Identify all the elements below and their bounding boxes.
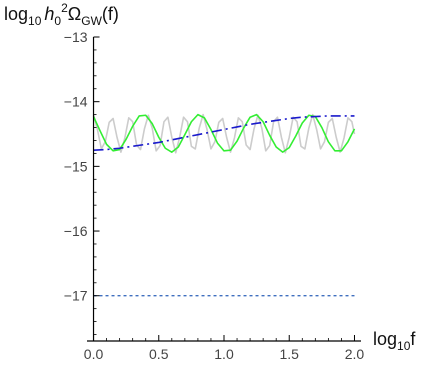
x-axis-title-log: log [373,329,397,349]
y-axis-title-h-sub: 0 [54,14,61,28]
y-axis-title-h: h [44,4,54,24]
ticks-layer: −13 −14 −15 −16 −17 0.0 0.5 1.0 1.5 2.0 [64,29,365,362]
series-layer [92,113,356,297]
x-tick-label: 1.5 [280,346,300,362]
axes-layer [87,37,361,342]
series-line-3 [93,115,355,151]
x-tick-label: 1.0 [214,346,234,362]
y-axis-title-h-sup: 2 [61,1,68,15]
y-tick-label: −13 [64,29,88,45]
y-tick-label: −14 [64,94,88,110]
y-axis-title-suffix: (f) [102,4,119,24]
y-axis-title-log: log [4,4,28,24]
y-tick-label: −17 [64,288,88,304]
y-tick-label: −16 [64,223,88,239]
y-axis-title-omega: Ω [68,4,81,24]
y-axis-title-omega-sub: GW [81,14,102,28]
titles-layer: log10 h02ΩGW(f) log10f [4,1,416,353]
x-tick-label: 0.0 [84,346,104,362]
x-tick-label: 0.5 [149,346,169,362]
x-tick-label: 2.0 [345,346,365,362]
y-tick-label: −15 [64,158,88,174]
x-axis-title: log10f [373,329,416,353]
series-line-1 [92,113,356,154]
series-line-2 [92,113,356,153]
x-axis-title-log-sub: 10 [397,339,411,353]
x-axis-title-f: f [410,329,416,349]
y-axis-title: log10 h02ΩGW(f) [4,1,119,28]
y-axis-title-log-sub: 10 [28,14,42,28]
